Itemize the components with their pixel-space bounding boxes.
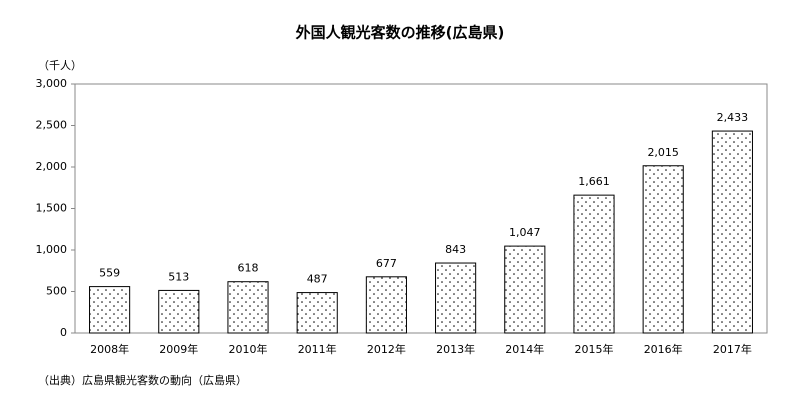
bar [711, 130, 753, 334]
value-label: 2,015 [647, 146, 679, 159]
value-label: 1,047 [509, 226, 541, 239]
x-tick-label: 2015年 [575, 342, 614, 356]
y-tick-label: 0 [60, 326, 67, 339]
y-tick-label: 2,500 [36, 119, 68, 132]
x-tick-label: 2016年 [644, 342, 683, 356]
value-label: 618 [238, 262, 259, 275]
x-tick-label: 2011年 [298, 342, 337, 356]
y-tick-label: 1,000 [36, 243, 68, 256]
bar [227, 281, 269, 334]
bar [642, 165, 684, 334]
bar [573, 194, 615, 334]
value-label: 2,433 [717, 111, 749, 124]
x-tick-label: 2013年 [436, 342, 475, 356]
bar [158, 289, 200, 334]
source-note: （出典）広島県観光客数の動向（広島県） [38, 373, 247, 387]
value-label: 487 [307, 273, 328, 286]
chart-title: 外国人観光客数の推移(広島県) [295, 24, 505, 42]
bar [435, 262, 477, 334]
bar [504, 245, 546, 334]
x-tick-label: 2012年 [367, 342, 406, 356]
y-tick-label: 500 [46, 285, 67, 298]
x-tick-label: 2017年 [713, 342, 752, 356]
bar [365, 276, 407, 334]
y-tick-label: 2,000 [36, 160, 68, 173]
value-label: 1,661 [578, 175, 610, 188]
x-tick-label: 2010年 [229, 342, 268, 356]
value-label: 513 [168, 270, 189, 283]
value-label: 677 [376, 257, 397, 270]
bar [89, 286, 131, 334]
y-tick-label: 1,500 [36, 202, 68, 215]
value-label: 559 [99, 267, 120, 280]
x-tick-label: 2014年 [505, 342, 544, 356]
bar [296, 292, 338, 334]
x-tick-label: 2009年 [159, 342, 198, 356]
value-label: 843 [445, 243, 466, 256]
y-tick-label: 3,000 [36, 77, 68, 90]
x-tick-label: 2008年 [90, 342, 129, 356]
y-axis-label: （千人） [38, 59, 82, 72]
